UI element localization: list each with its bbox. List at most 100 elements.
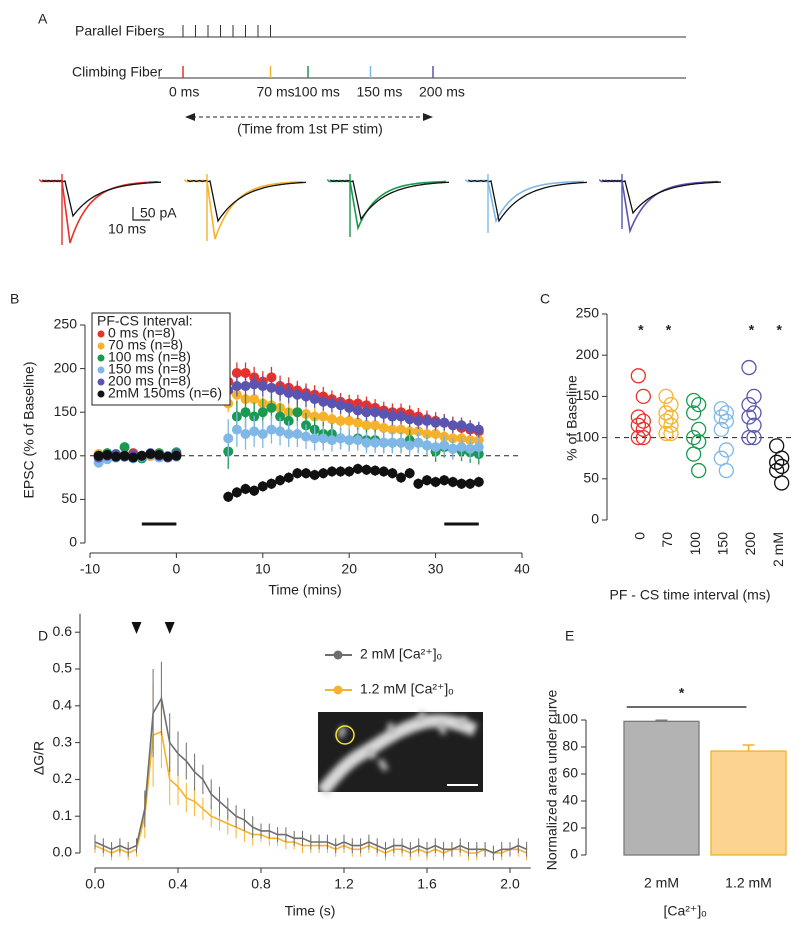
x-axis-label: Time (s) (285, 903, 336, 919)
data-point (145, 449, 156, 460)
data-point (292, 429, 303, 439)
data-point (663, 396, 679, 413)
data-point (439, 475, 450, 486)
significance-star: * (638, 322, 644, 338)
data-point (266, 382, 277, 393)
x-axis-label: Time (mins) (268, 582, 341, 598)
y-tick-label: 0 (69, 534, 77, 550)
data-point (266, 478, 277, 489)
data-point (223, 491, 234, 502)
y-tick-label: 0.0 (53, 844, 73, 860)
data-point (421, 440, 432, 451)
panel-label: B (10, 291, 19, 307)
significance-star: * (666, 322, 672, 338)
data-point (240, 381, 251, 392)
data-point (421, 475, 432, 486)
y-tick-label: 150 (54, 403, 78, 419)
data-point (663, 417, 679, 433)
stim-marker (131, 622, 142, 634)
data-point (465, 443, 476, 454)
data-line (94, 696, 527, 854)
x-tick-label: -10 (80, 561, 100, 577)
y-tick-label: 0.1 (53, 807, 73, 823)
roi-circle (335, 725, 355, 745)
data-point (430, 429, 441, 439)
data-point (249, 485, 260, 496)
significance-star: * (776, 322, 782, 338)
y-tick-label: 50 (61, 490, 77, 506)
bar (710, 750, 787, 856)
data-point (102, 449, 113, 460)
data-point (309, 469, 320, 480)
data-point (630, 368, 646, 384)
data-point (240, 407, 251, 418)
data-point (344, 402, 355, 413)
x-tick-label: 1.2 (334, 876, 354, 892)
data-point (741, 359, 757, 376)
scale-x-label: 10 ms (108, 221, 146, 237)
data-point (344, 435, 355, 446)
data-point (663, 409, 679, 425)
data-point (240, 483, 251, 494)
trace-color (599, 178, 719, 234)
y-tick-label: 40 (562, 792, 578, 808)
data-point (378, 466, 389, 477)
data-point (713, 421, 729, 438)
data-point (774, 458, 790, 475)
inset-image (316, 710, 483, 797)
y-tick-label: 100 (555, 711, 579, 727)
x-tick-label: 2 mM (644, 875, 679, 891)
data-point (283, 388, 294, 399)
legend-marker (97, 342, 105, 350)
data-point (162, 451, 173, 462)
x-tick-label: 2 mM (770, 532, 786, 567)
legend-label: 70 ms (n=8) (108, 337, 183, 353)
data-point (257, 429, 268, 439)
stim-marker (164, 622, 175, 634)
data-point (275, 385, 286, 396)
x-tick-label: 150 (715, 532, 731, 556)
data-point (292, 468, 303, 479)
legend-box (91, 312, 231, 406)
y-tick-label: 0 (570, 846, 578, 862)
data-point (396, 411, 407, 422)
data-point (387, 468, 398, 479)
data-point (421, 415, 432, 426)
data-point (266, 424, 277, 435)
x-tick-label: 70 (659, 532, 675, 548)
panel-label: D (38, 628, 48, 644)
data-point (318, 396, 329, 407)
legend-marker (333, 685, 343, 695)
y-axis-label: EPSC (% of Baseline) (21, 362, 37, 499)
data-point (231, 367, 242, 378)
data-point (275, 475, 286, 486)
spines (337, 710, 469, 772)
x-tick-label: 2.0 (500, 876, 520, 892)
data-point (774, 475, 790, 491)
data-point (361, 464, 372, 475)
data-point (257, 407, 268, 418)
data-point (713, 409, 729, 425)
data-point (658, 425, 674, 442)
data-point (231, 424, 242, 435)
data-point (741, 429, 757, 446)
data-point (430, 442, 441, 453)
data-point (318, 411, 329, 422)
data-point (326, 414, 337, 425)
trace-black (330, 179, 450, 221)
data-point (318, 433, 329, 444)
interval-label: 70 ms (257, 84, 295, 100)
data-point (249, 426, 260, 437)
y-tick-label: 50 (583, 470, 599, 486)
data-point (352, 417, 363, 428)
x-tick-label: 1.2 mM (725, 875, 772, 891)
data-point (154, 449, 165, 460)
data-point (309, 433, 320, 444)
data-point (301, 391, 311, 402)
data-point (746, 405, 762, 421)
data-point (439, 440, 450, 451)
data-point (361, 407, 372, 418)
data-point (378, 437, 389, 448)
data-point (635, 429, 651, 446)
